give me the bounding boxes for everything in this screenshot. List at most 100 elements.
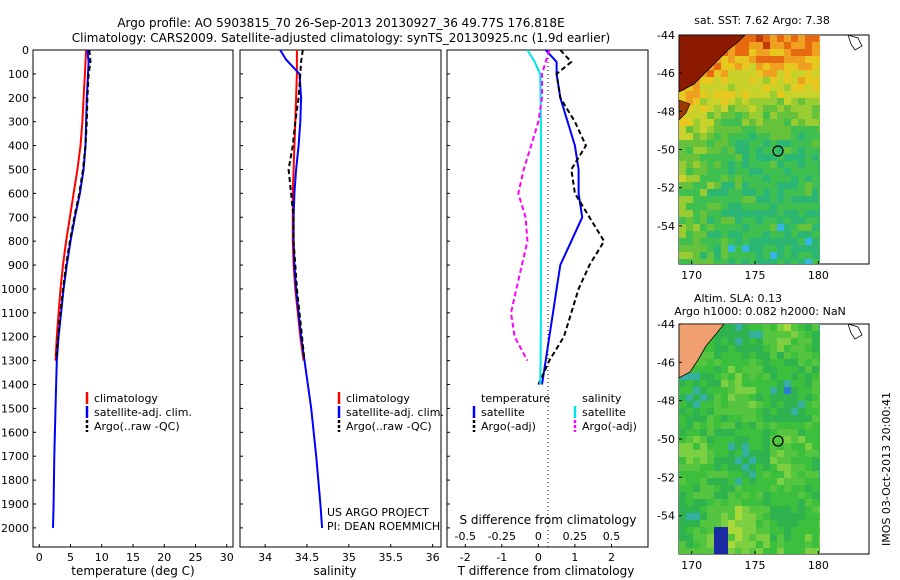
field-cell — [735, 259, 742, 264]
field-cell — [791, 520, 798, 527]
field-cell — [707, 478, 714, 485]
field-cell — [812, 366, 819, 373]
field-cell — [805, 471, 812, 478]
field-cell — [700, 175, 707, 182]
field-cell — [735, 112, 742, 119]
field-cell — [777, 436, 784, 443]
field-cell — [693, 436, 700, 443]
field-cell — [784, 506, 791, 513]
field-cell — [770, 182, 777, 189]
field-cell — [742, 387, 749, 394]
field-cell — [742, 175, 749, 182]
field-cell — [679, 147, 686, 154]
field-cell — [735, 345, 742, 352]
field-cell — [749, 338, 756, 345]
field-cell — [735, 450, 742, 457]
field-cell — [735, 98, 742, 105]
field-cell — [819, 203, 820, 210]
field-cell — [714, 63, 721, 70]
field-cell — [707, 485, 714, 492]
field-cell — [798, 548, 805, 554]
field-cell — [749, 224, 756, 231]
salinity-xlabel: salinity — [313, 564, 356, 578]
field-cell — [735, 161, 742, 168]
field-cell — [693, 366, 700, 373]
field-cell — [784, 457, 791, 464]
field-cell — [714, 387, 721, 394]
field-cell — [735, 485, 742, 492]
field-cell — [735, 91, 742, 98]
field-cell — [798, 161, 805, 168]
field-cell — [756, 119, 763, 126]
field-cell — [805, 147, 812, 154]
field-cell — [791, 331, 798, 338]
field-cell — [735, 189, 742, 196]
map-y-tick-label: -44 — [657, 318, 675, 331]
field-cell — [819, 119, 820, 126]
field-cell — [812, 548, 819, 554]
field-cell — [679, 231, 686, 238]
field-cell — [784, 520, 791, 527]
field-cell — [763, 175, 770, 182]
field-cell — [777, 161, 784, 168]
field-cell — [777, 415, 784, 422]
field-cell — [812, 387, 819, 394]
field-cell — [819, 140, 820, 147]
field-cell — [728, 175, 735, 182]
field-cell — [805, 133, 812, 140]
field-cell — [819, 513, 820, 520]
field-cell — [819, 492, 820, 499]
field-cell — [693, 140, 700, 147]
field-cell — [735, 324, 742, 331]
map-x-tick-label: 170 — [681, 559, 702, 572]
field-cell — [784, 443, 791, 450]
field-cell — [686, 429, 693, 436]
field-cell — [735, 499, 742, 506]
field-cell — [791, 415, 798, 422]
field-cell — [770, 485, 777, 492]
map-y-tick-label: -52 — [657, 182, 675, 195]
field-cell — [756, 231, 763, 238]
field-cell — [721, 485, 728, 492]
field-cell — [714, 91, 721, 98]
field-cell — [777, 520, 784, 527]
field-cell — [763, 415, 770, 422]
field-cell — [749, 245, 756, 252]
field-cell — [700, 112, 707, 119]
field-cell — [812, 443, 819, 450]
field-cell — [756, 345, 763, 352]
field-cell — [770, 359, 777, 366]
field-cell — [770, 506, 777, 513]
field-cell — [784, 478, 791, 485]
field-cell — [763, 133, 770, 140]
field-cell — [812, 324, 819, 331]
field-cell — [784, 196, 791, 203]
field-cell — [763, 168, 770, 175]
field-cell — [707, 238, 714, 245]
field-cell — [819, 133, 820, 140]
field-cell — [784, 231, 791, 238]
field-cell — [812, 112, 819, 119]
field-cell — [742, 422, 749, 429]
salinity-x-axis: 34 34.5 35 35.5 36 — [258, 544, 440, 564]
field-cell — [784, 422, 791, 429]
field-cell — [714, 394, 721, 401]
field-cell — [742, 527, 749, 534]
field-cell — [721, 175, 728, 182]
field-cell — [686, 105, 693, 112]
field-cell — [721, 387, 728, 394]
field-cell — [686, 471, 693, 478]
field-cell — [812, 345, 819, 352]
field-cell — [735, 56, 742, 63]
difference-xlabel: T difference from climatology — [457, 564, 635, 578]
field-cell — [770, 203, 777, 210]
field-cell — [777, 387, 784, 394]
field-cell — [686, 91, 693, 98]
field-cell — [777, 252, 784, 259]
field-cell — [819, 245, 820, 252]
field-cell — [693, 84, 700, 91]
field-cell — [791, 112, 798, 119]
field-cell — [749, 154, 756, 161]
field-cell — [805, 331, 812, 338]
field-cell — [819, 520, 820, 527]
